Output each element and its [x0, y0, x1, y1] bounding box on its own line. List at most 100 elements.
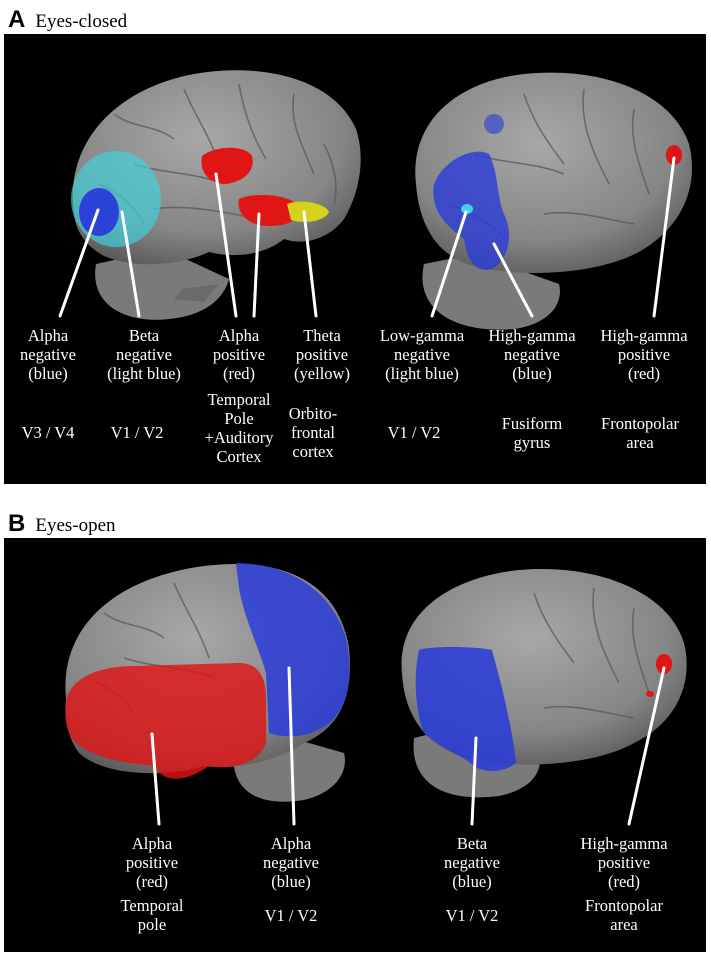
label-line: Alpha — [218, 326, 260, 345]
region-a-v1-v2-left: V1 / V2 — [111, 423, 164, 442]
region-a-v1-v2-right: V1 / V2 — [388, 423, 441, 442]
region-line: area — [626, 433, 654, 452]
yellow-cluster-a — [287, 201, 329, 222]
label-line: (blue) — [512, 364, 552, 383]
panel-a-header: A Eyes-closed — [8, 4, 127, 32]
brain-left-b — [65, 563, 350, 802]
label-b-beta-negative: Beta negative (blue) — [444, 834, 500, 891]
label-line: (yellow) — [294, 364, 350, 383]
label-line: negative — [263, 853, 319, 872]
pointer-lines-b — [150, 666, 666, 826]
pointer-lines-a — [58, 156, 676, 318]
region-line: area — [610, 915, 638, 934]
label-line: negative — [444, 853, 500, 872]
region-line: V3 / V4 — [21, 423, 75, 442]
region-line: V1 / V2 — [110, 423, 164, 442]
label-line: (blue) — [452, 872, 492, 891]
panel-b-figure — [65, 563, 687, 826]
region-line: frontal — [291, 423, 335, 442]
panel-b-eyes-open: Alpha positive (red) Temporal pole Alpha… — [4, 538, 706, 952]
panel-a-figure — [58, 70, 692, 330]
region-line: Frontopolar — [585, 896, 663, 915]
region-b-v1-v2-left: V1 / V2 — [265, 906, 318, 925]
brainstem-left-a — [174, 284, 219, 302]
sulci-right-b — [533, 587, 650, 719]
label-line: Theta — [303, 326, 341, 345]
red-region-right-b-small — [646, 691, 654, 697]
label-a-theta-positive: Theta positive (yellow) — [294, 326, 350, 383]
region-b-frontopolar: Frontopolar area — [585, 896, 663, 934]
cerebellum-right-a — [422, 254, 560, 330]
region-a-orbitofrontal: Orbito- frontal cortex — [289, 404, 338, 461]
label-b-alpha-positive: Alpha positive (red) — [126, 834, 178, 891]
label-line: Beta — [128, 326, 160, 345]
label-line: High-gamma — [488, 326, 576, 345]
brain-right-b — [401, 568, 687, 798]
region-a-fusiform: Fusiform gyrus — [502, 414, 563, 452]
region-a-frontopolar: Frontopolar area — [601, 414, 679, 452]
label-b-high-gamma-positive: High-gamma positive (red) — [580, 834, 667, 891]
region-line: +Auditory — [204, 428, 274, 447]
panel-b-letter: B — [8, 510, 26, 537]
region-line: Fusiform — [501, 414, 563, 433]
panel-b-title: Eyes-open — [35, 515, 116, 536]
region-line: Orbito- — [288, 404, 338, 423]
label-line: positive — [617, 345, 671, 364]
region-line: cortex — [292, 442, 334, 461]
region-line: Pole — [224, 409, 254, 428]
label-line: Alpha — [131, 834, 173, 853]
label-a-high-gamma-negative: High-gamma negative (blue) — [488, 326, 575, 383]
light-blue-cluster-right-a — [461, 204, 473, 214]
label-line: negative — [394, 345, 450, 364]
label-a-alpha-positive: Alpha positive (red) — [213, 326, 265, 383]
brain-left-a — [71, 70, 361, 320]
label-line: (blue) — [271, 872, 311, 891]
region-line: Cortex — [216, 447, 262, 466]
blue-cluster-top-right-a — [484, 114, 504, 134]
label-line: positive — [125, 853, 179, 872]
region-line: gyrus — [513, 433, 551, 452]
red-cluster-right-a — [666, 145, 682, 165]
blue-region-right-b — [415, 647, 516, 771]
region-line: Temporal — [207, 390, 271, 409]
label-line: positive — [212, 345, 266, 364]
label-line: Alpha — [270, 834, 312, 853]
label-line: Low-gamma — [379, 326, 465, 345]
label-line: Alpha — [27, 326, 69, 345]
red-region-right-b — [656, 654, 672, 674]
label-line: (red) — [627, 364, 661, 383]
region-line: V1 / V2 — [445, 906, 499, 925]
red-cluster-upper-a — [201, 147, 253, 184]
label-line: negative — [116, 345, 172, 364]
label-a-alpha-negative: Alpha negative (blue) — [20, 326, 76, 383]
label-line: (light blue) — [107, 364, 181, 383]
region-a-temporal-pole: Temporal Pole +Auditory Cortex — [205, 390, 274, 466]
label-line: (red) — [222, 364, 256, 383]
blue-cluster-left-a — [79, 188, 119, 236]
region-line: Temporal — [120, 896, 184, 915]
region-line: V1 / V2 — [387, 423, 441, 442]
region-line: pole — [137, 915, 167, 934]
cerebellum-left-a — [95, 249, 230, 320]
panel-b-header: B Eyes-open — [8, 508, 116, 536]
label-line: (blue) — [28, 364, 68, 383]
red-cluster-lower-a — [238, 194, 300, 226]
label-line: High-gamma — [580, 834, 668, 853]
label-line: Beta — [456, 834, 488, 853]
label-a-beta-negative: Beta negative (light blue) — [107, 326, 181, 383]
region-a-v3-v4: V3 / V4 — [22, 423, 75, 442]
blue-region-left-b — [236, 563, 350, 737]
label-line: (light blue) — [385, 364, 459, 383]
label-b-alpha-negative: Alpha negative (blue) — [263, 834, 319, 891]
panel-a-title: Eyes-closed — [35, 11, 128, 32]
label-line: (red) — [607, 872, 641, 891]
label-a-low-gamma-negative: Low-gamma negative (light blue) — [380, 326, 464, 383]
region-b-temporal-pole: Temporal pole — [121, 896, 184, 934]
red-region-left-b — [65, 663, 266, 779]
region-b-v1-v2-right: V1 / V2 — [446, 906, 499, 925]
brain-right-a — [415, 72, 692, 330]
label-a-high-gamma-positive: High-gamma positive (red) — [600, 326, 687, 383]
region-line: V1 / V2 — [264, 906, 318, 925]
panel-a-eyes-closed: Alpha negative (blue) V3 / V4 Beta negat… — [4, 34, 706, 484]
label-line: positive — [295, 345, 349, 364]
